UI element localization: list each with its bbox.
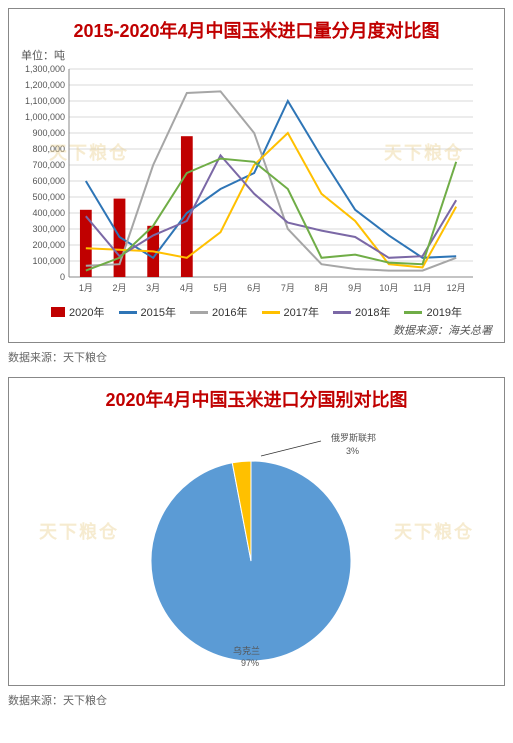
combo-chart-legend: 2020年2015年2016年2017年2018年2019年 — [21, 304, 492, 320]
svg-text:10月: 10月 — [379, 283, 398, 293]
svg-text:4月: 4月 — [180, 283, 194, 293]
combo-chart-plot: 0 100,000 200,000 300,000 400,000 500,000 600,… — [21, 65, 481, 295]
pie-label-ukraine: 乌克兰 — [233, 645, 260, 656]
pie-pct-russia: 3% — [346, 446, 359, 456]
svg-text:500,000: 500,000 — [32, 192, 65, 202]
svg-text:7月: 7月 — [281, 283, 295, 293]
svg-text:11月: 11月 — [413, 283, 431, 293]
combo-source-below: 数据来源：天下粮仓 — [8, 349, 505, 365]
svg-text:0: 0 — [60, 272, 65, 282]
svg-text:2月: 2月 — [112, 283, 126, 293]
svg-text:6月: 6月 — [247, 283, 261, 293]
svg-text:100,000: 100,000 — [32, 256, 65, 266]
svg-text:1,000,000: 1,000,000 — [25, 112, 65, 122]
combo-source-inside: 数据来源：海关总署 — [21, 322, 492, 338]
svg-text:200,000: 200,000 — [32, 240, 65, 250]
svg-text:900,000: 900,000 — [32, 128, 65, 138]
pie-leader-line — [261, 441, 321, 456]
svg-text:1月: 1月 — [79, 283, 93, 293]
svg-text:12月: 12月 — [447, 283, 466, 293]
svg-text:800,000: 800,000 — [32, 144, 65, 154]
pie-source-below: 数据来源：天下粮仓 — [8, 692, 505, 708]
combo-chart-title: 2015-2020年4月中国玉米进口量分月度对比图 — [21, 17, 492, 43]
pie-pct-ukraine: 97% — [241, 658, 259, 668]
svg-text:8月: 8月 — [314, 283, 328, 293]
svg-text:1,200,000: 1,200,000 — [25, 80, 65, 90]
svg-text:3月: 3月 — [146, 283, 160, 293]
svg-text:1,100,000: 1,100,000 — [25, 96, 65, 106]
svg-text:700,000: 700,000 — [32, 160, 65, 170]
svg-text:600,000: 600,000 — [32, 176, 65, 186]
pie-chart-plot: 俄罗斯联邦 3% 乌克兰 97% — [21, 416, 481, 676]
svg-text:5月: 5月 — [213, 283, 227, 293]
pie-chart-box: 天下粮仓 天下粮仓 2020年4月中国玉米进口分国别对比图 俄罗斯联邦 3% 乌… — [8, 377, 505, 686]
pie-chart-title: 2020年4月中国玉米进口分国别对比图 — [21, 386, 492, 412]
pie-label-russia: 俄罗斯联邦 — [331, 432, 376, 443]
combo-chart-box: 天下粮仓 天下粮仓 2015-2020年4月中国玉米进口量分月度对比图 单位：吨… — [8, 8, 505, 343]
combo-chart-unit: 单位：吨 — [21, 47, 492, 63]
svg-text:9月: 9月 — [348, 283, 362, 293]
svg-text:300,000: 300,000 — [32, 224, 65, 234]
svg-text:400,000: 400,000 — [32, 208, 65, 218]
svg-text:1,300,000: 1,300,000 — [25, 65, 65, 74]
